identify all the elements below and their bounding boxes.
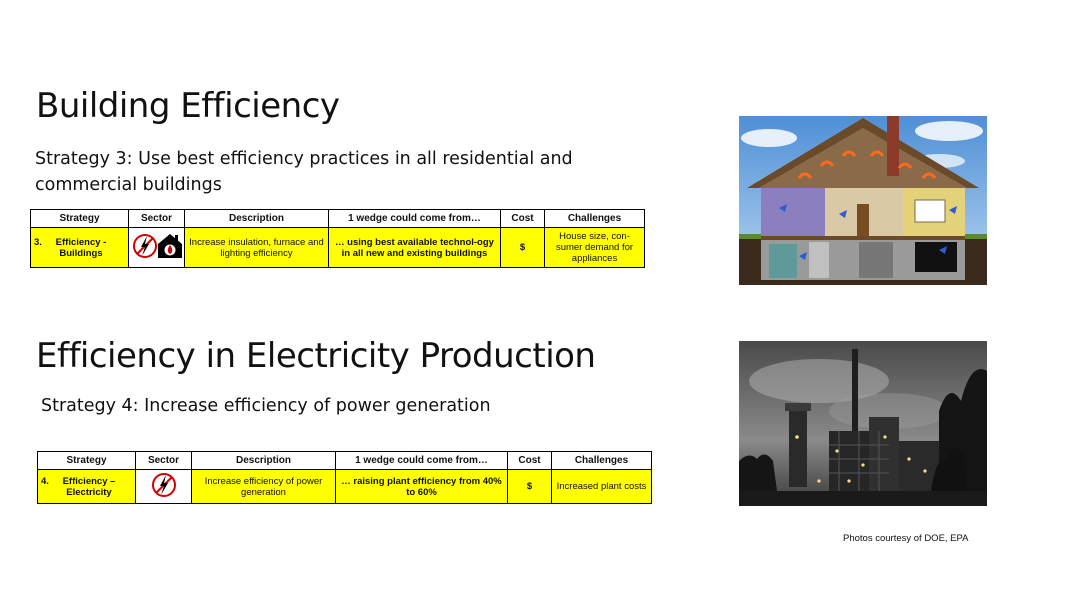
table-header-row: Strategy Sector Description 1 wedge coul…	[30, 209, 645, 228]
header-wedge: 1 wedge could come from…	[328, 209, 501, 228]
wedge-cell: … raising plant efficiency from 40% to 6…	[335, 469, 508, 504]
table-row: 3. Efficiency - Buildings Increase insula…	[30, 227, 645, 268]
header-sector: Sector	[135, 451, 192, 470]
header-description: Description	[184, 209, 329, 228]
header-challenges: Challenges	[551, 451, 652, 470]
wedge-cell: … using best available technol-ogy in al…	[328, 227, 501, 268]
sector-cell	[128, 227, 185, 268]
challenges-cell: Increased plant costs	[551, 469, 652, 504]
electricity-icon	[132, 234, 157, 258]
electricity-icon	[151, 473, 176, 497]
sector-icons	[151, 473, 176, 497]
header-strategy: Strategy	[37, 451, 136, 470]
description-cell: Increase efficiency of power generation	[191, 469, 336, 504]
header-challenges: Challenges	[544, 209, 645, 228]
strategy-number: 4.	[41, 475, 49, 487]
table-row: 4. Efficiency – Electricity Increase effi…	[37, 469, 652, 504]
sector-cell	[135, 469, 192, 504]
section1-title: Building Efficiency	[36, 86, 340, 126]
strategy-name: Efficiency - Buildings	[55, 236, 107, 259]
strategy-name: Efficiency – Electricity	[62, 475, 116, 498]
photo-credit: Photos courtesy of DOE, EPA	[843, 533, 969, 544]
house-photo	[739, 116, 987, 285]
cost-cell: $	[500, 227, 545, 268]
header-cost: Cost	[500, 209, 545, 228]
section2-subtitle: Strategy 4: Increase efficiency of power…	[41, 396, 491, 416]
section2-title: Efficiency in Electricity Production	[36, 336, 596, 376]
header-strategy: Strategy	[30, 209, 129, 228]
header-wedge: 1 wedge could come from…	[335, 451, 508, 470]
header-description: Description	[191, 451, 336, 470]
description-cell: Increase insulation, furnace and lightin…	[184, 227, 329, 268]
heating-fuel-house-icon	[157, 234, 182, 258]
header-cost: Cost	[507, 451, 552, 470]
challenges-cell: House size, con-sumer demand for applian…	[544, 227, 645, 268]
power-plant-photo	[739, 341, 987, 506]
strategy4-table: Strategy Sector Description 1 wedge coul…	[37, 451, 652, 504]
header-sector: Sector	[128, 209, 185, 228]
sector-icons	[132, 234, 182, 258]
strategy-cell: 4. Efficiency – Electricity	[37, 469, 136, 504]
strategy-cell: 3. Efficiency - Buildings	[30, 227, 129, 268]
strategy-number: 3.	[34, 236, 42, 248]
strategy3-table: Strategy Sector Description 1 wedge coul…	[30, 209, 645, 268]
table-header-row: Strategy Sector Description 1 wedge coul…	[37, 451, 652, 470]
section1-subtitle: Strategy 3: Use best efficiency practice…	[35, 149, 573, 195]
cost-cell: $	[507, 469, 552, 504]
